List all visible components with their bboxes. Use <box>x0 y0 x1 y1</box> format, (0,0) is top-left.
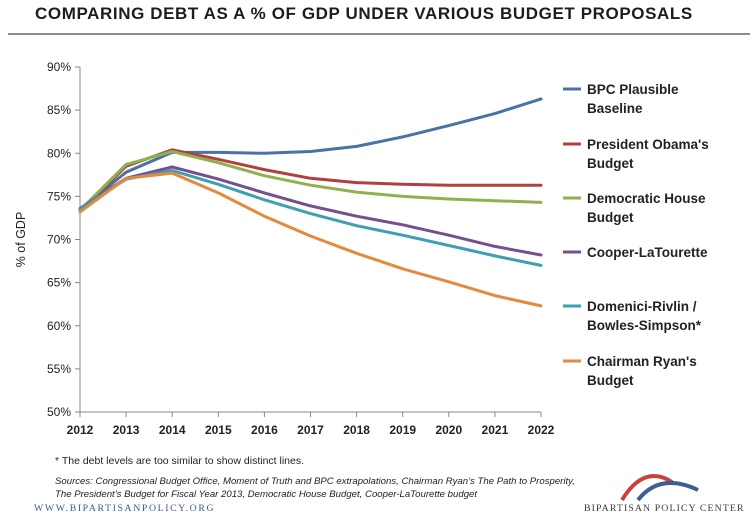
x-tick-label: 2015 <box>205 423 232 437</box>
legend-label-line: Chairman Ryan's <box>587 354 697 369</box>
legend-label-4: Domenici-Rivlin / Bowles-Simpson* <box>587 297 701 335</box>
legend-label-line: President Obama's <box>587 137 709 152</box>
chart-title: COMPARING DEBT AS A % OF GDP UNDER VARIO… <box>35 4 693 23</box>
y-tick-label: 75% <box>47 189 71 203</box>
title-divider <box>8 33 750 35</box>
legend-label-2: Democratic House Budget <box>587 189 706 227</box>
series-line-5 <box>78 171 543 308</box>
logo-red-arc <box>620 474 674 502</box>
y-tick-label: 50% <box>47 405 71 419</box>
x-tick-label: 2021 <box>482 423 509 437</box>
y-tick-label: 60% <box>47 319 71 333</box>
legend-label-0: BPC Plausible Baseline <box>587 80 679 118</box>
series-line-3 <box>78 165 543 257</box>
legend-label-line: Budget <box>587 373 634 388</box>
x-tick-label: 2013 <box>113 423 140 437</box>
legend-label-line: BPC Plausible <box>587 82 679 97</box>
footnote: * The debt levels are too similar to sho… <box>55 455 305 467</box>
y-tick-label: 70% <box>47 233 71 247</box>
legend-label-line: Budget <box>587 156 634 171</box>
legend-label-line: Cooper-LaTourette <box>587 245 708 260</box>
y-tick-label: 90% <box>47 60 71 74</box>
x-tick-label: 2019 <box>389 423 416 437</box>
legend-label-line: Democratic House <box>587 191 706 206</box>
y-tick-label: 85% <box>47 103 71 117</box>
x-tick-label: 2012 <box>67 423 94 437</box>
x-tick-label: 2017 <box>297 423 324 437</box>
x-tick-label: 2018 <box>343 423 370 437</box>
brand-name: BIPARTISAN POLICY CENTER <box>584 503 745 514</box>
x-tick-label: 2016 <box>251 423 278 437</box>
legend-label-line: Budget <box>587 210 634 225</box>
bpc-logo-icon <box>620 474 699 502</box>
sources-note: Sources: Congressional Budget Office, Mo… <box>55 476 575 500</box>
x-tick-label: 2020 <box>435 423 462 437</box>
y-tick-label: 65% <box>47 276 71 290</box>
legend-label-line: Baseline <box>587 101 643 116</box>
series-line-0 <box>78 97 543 211</box>
y-axis-title: % of GDP <box>14 212 28 268</box>
legend-label-line: Domenici-Rivlin / <box>587 299 697 314</box>
x-tick-label: 2022 <box>528 423 555 437</box>
legend-label-line: Bowles-Simpson* <box>587 318 702 333</box>
y-tick-label: 80% <box>47 146 71 160</box>
x-tick-label: 2014 <box>159 423 186 437</box>
legend-label-1: President Obama's Budget <box>587 135 709 173</box>
y-tick-label: 55% <box>47 362 71 376</box>
logo-blue-arc <box>636 481 699 502</box>
legend-label-3: Cooper-LaTourette <box>587 243 708 262</box>
series-line-2 <box>78 150 543 212</box>
legend-label-5: Chairman Ryan's Budget <box>587 352 697 390</box>
website-link[interactable]: WWW.BIPARTISANPOLICY.ORG <box>34 503 216 514</box>
